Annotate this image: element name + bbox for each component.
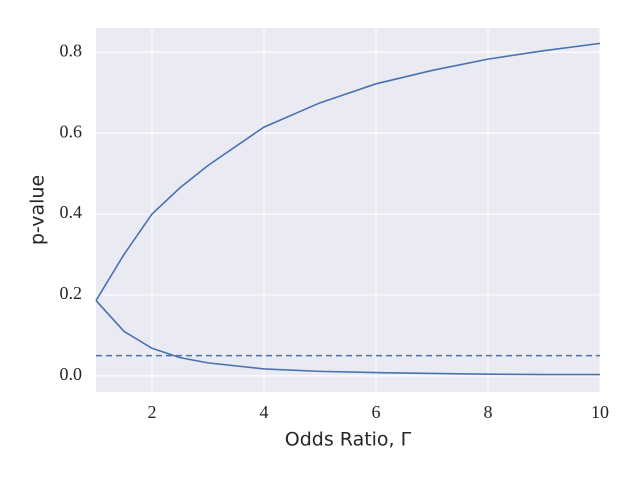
y-tick-label: 0.4 [60, 202, 83, 222]
x-tick-label: 8 [484, 402, 493, 422]
plot-area [96, 28, 600, 392]
x-axis-label: Odds Ratio, Γ [285, 429, 412, 451]
y-tick-label: 0.2 [60, 283, 83, 303]
x-tick-label: 10 [591, 402, 609, 422]
y-axis-label: p-value [27, 175, 49, 245]
y-tick-label: 0.0 [60, 364, 83, 384]
line-series [95, 300, 600, 376]
y-tick-label: 0.8 [60, 40, 83, 60]
line-series [95, 42, 601, 302]
x-tick-label: 2 [148, 402, 157, 422]
x-tick-label: 4 [260, 402, 269, 422]
y-tick-label: 0.6 [60, 121, 83, 141]
x-tick-label: 6 [372, 402, 381, 422]
